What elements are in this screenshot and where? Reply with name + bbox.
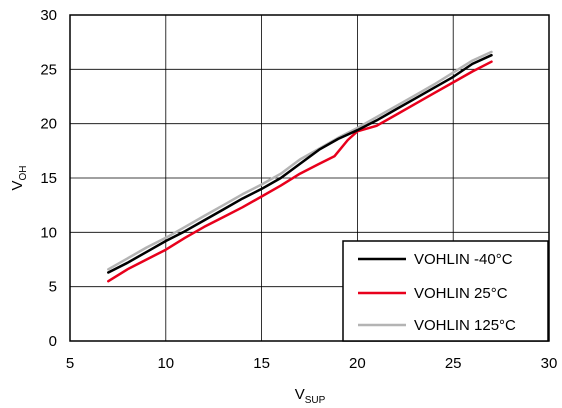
y-tick-label: 0 [49, 333, 57, 350]
x-axis-label: VSUP [295, 386, 326, 406]
x-tick-label: 25 [445, 355, 462, 372]
legend-label-series-1: VOHLIN -40°C [414, 251, 513, 268]
x-axis-label-subscript: SUP [305, 395, 326, 406]
x-axis-label-main: V [295, 386, 305, 403]
y-tick-label: 10 [40, 224, 57, 241]
legend: VOHLIN -40°C VOHLIN 25°C VOHLIN 125°C [342, 240, 549, 342]
y-tick-label: 20 [40, 116, 57, 133]
y-axis-label-subscript: OH [18, 165, 29, 180]
x-tick-label: 30 [541, 355, 558, 372]
x-tick-label: 20 [349, 355, 366, 372]
legend-label-series-2: VOHLIN 25°C [414, 285, 508, 302]
y-tick-label: 15 [40, 170, 57, 187]
y-axis-label: VOH [9, 165, 29, 190]
series-line-1 [107, 53, 493, 274]
series-lines [107, 50, 493, 283]
y-tick-label: 30 [40, 7, 57, 24]
legend-label-series-3: VOHLIN 125°C [414, 317, 516, 334]
series-line-2 [107, 60, 493, 283]
series-line-3 [107, 50, 493, 271]
x-tick-labels: 5 10 15 20 25 30 [66, 355, 558, 372]
plot-frame [69, 14, 550, 342]
y-tick-labels: 0 5 10 15 20 25 30 [40, 7, 57, 350]
x-tick-label: 5 [66, 355, 74, 372]
y-tick-label: 5 [49, 279, 57, 296]
x-tick-label: 10 [157, 355, 174, 372]
y-tick-label: 25 [40, 61, 57, 78]
y-axis-label-main: V [9, 180, 26, 190]
x-tick-label: 15 [253, 355, 270, 372]
